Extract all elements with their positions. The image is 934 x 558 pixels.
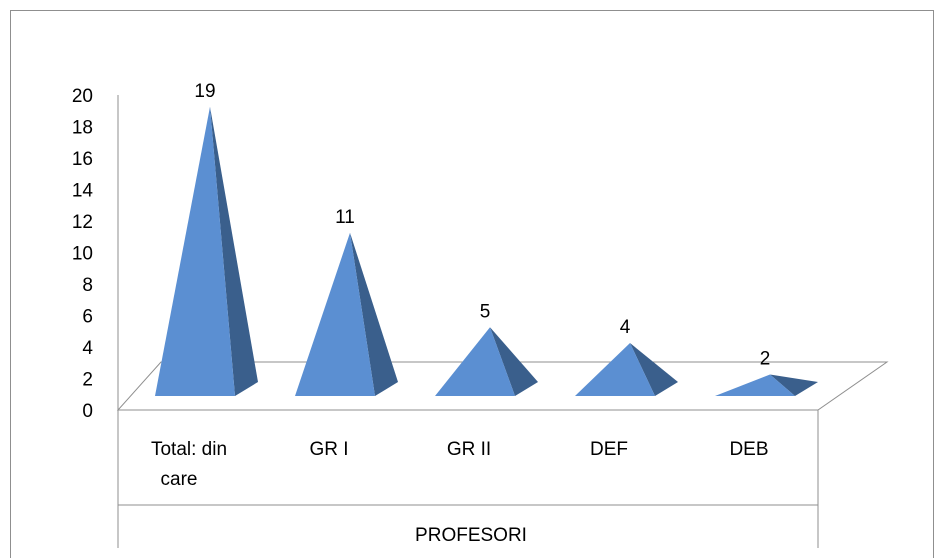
pyramid-right-face bbox=[210, 106, 258, 396]
y-tick-label: 14 bbox=[72, 181, 94, 202]
x-tick-label: care bbox=[161, 469, 198, 490]
x-tick-label: Total: din bbox=[151, 439, 227, 460]
pyramid-front-face bbox=[575, 343, 655, 396]
data-label: 5 bbox=[480, 301, 491, 322]
data-label: 19 bbox=[194, 81, 215, 102]
pyramid-front-face bbox=[295, 232, 375, 396]
data-label: 11 bbox=[335, 207, 355, 228]
y-tick-label: 8 bbox=[82, 275, 93, 296]
pyramid-front-face bbox=[155, 106, 235, 396]
x-tick-label: DEF bbox=[590, 439, 628, 460]
chart-area bbox=[10, 10, 934, 558]
pyramid-front-face bbox=[435, 327, 515, 396]
data-label: 2 bbox=[760, 349, 771, 370]
pyramid-right-face bbox=[350, 232, 398, 396]
x-axis-label: PROFESORI bbox=[415, 525, 527, 546]
y-tick-label: 6 bbox=[82, 307, 93, 328]
pyramid-right-face bbox=[770, 374, 818, 396]
data-label: 4 bbox=[620, 317, 631, 338]
y-tick-label: 2 bbox=[82, 370, 93, 391]
y-tick-label: 0 bbox=[82, 401, 93, 422]
pyramid-layer bbox=[155, 106, 818, 396]
y-tick-label: 18 bbox=[72, 118, 93, 139]
pyramid-right-face bbox=[490, 327, 538, 396]
y-tick-label: 20 bbox=[72, 86, 93, 107]
axis-layer: 0 2 4 6 8 10 12 14 16 18 20 bbox=[72, 86, 119, 422]
y-tick-label: 12 bbox=[72, 212, 93, 233]
x-tick-label: DEB bbox=[729, 439, 768, 460]
y-tick-label: 4 bbox=[82, 338, 93, 359]
x-tick-label: GR II bbox=[447, 439, 491, 460]
label-layer: 19 Total: din care 11 GR I 5 GR II 4 DEF 2 DEB PROF… bbox=[151, 81, 770, 546]
y-tick-label: 16 bbox=[72, 149, 93, 170]
pyramid-right-face bbox=[630, 343, 678, 396]
pyramid-front-face bbox=[715, 374, 795, 396]
x-tick-label: GR I bbox=[309, 439, 348, 460]
y-tick-label: 10 bbox=[72, 244, 93, 265]
